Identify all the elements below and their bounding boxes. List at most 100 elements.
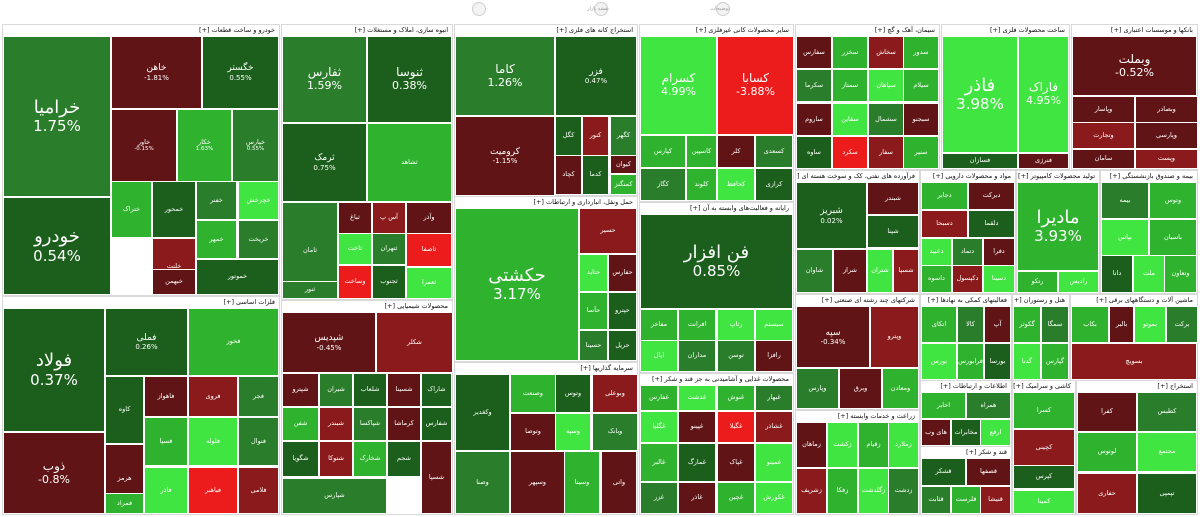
stock-tile[interactable]: کلر	[717, 135, 755, 168]
sector-title[interactable]: سیمان، آهک و گچ [+]	[796, 25, 939, 36]
stock-tile[interactable]: سفارس	[796, 36, 832, 69]
stock-tile[interactable]: مجتمع	[1137, 432, 1197, 472]
sector-title[interactable]: حمل ونقل، انبارداری و ارتباطات [+]	[455, 197, 637, 208]
stock-tile[interactable]: سشمال	[868, 103, 904, 136]
sector-title[interactable]: فعالیتهای کمکی به نهادها [+]	[921, 295, 1011, 306]
stock-tile[interactable]: خپارس 0.55%	[232, 109, 279, 182]
stock-tile[interactable]: کدما	[582, 155, 609, 195]
stock-tile[interactable]: سفار	[868, 136, 904, 169]
stock-tile[interactable]: کیوان	[610, 155, 637, 174]
stock-tile[interactable]: رتاپ	[717, 309, 755, 341]
stock-tile[interactable]: فملی 0.26%	[105, 308, 188, 376]
sector-title[interactable]: قند و شکر [+]	[921, 447, 1011, 458]
stock-tile[interactable]: دعبید	[921, 238, 952, 266]
stock-tile[interactable]: دسبحا	[921, 210, 968, 238]
stock-tile[interactable]: قشکر	[921, 458, 966, 486]
stock-tile[interactable]: حتاید	[579, 254, 608, 292]
stock-tile[interactable]: وصنعت	[510, 374, 556, 413]
stock-tile[interactable]: کپرس	[1013, 465, 1075, 489]
stock-tile[interactable]: کلوند	[686, 168, 717, 201]
sector-title[interactable]: هتل و رستوران [+]	[1013, 295, 1069, 306]
stock-tile[interactable]: ساروم	[796, 103, 832, 136]
stock-tile[interactable]: برکت	[1166, 306, 1198, 343]
stock-tile[interactable]: خچرخش	[238, 181, 279, 220]
sector-title[interactable]: ماشین آلات و دستگاههای برقی [+]	[1071, 295, 1197, 306]
stock-tile[interactable]: دانا	[1101, 255, 1133, 293]
stock-tile[interactable]: شپاکسا	[353, 407, 387, 441]
stock-tile[interactable]: فرابورس	[957, 343, 984, 380]
stock-tile[interactable]: حپترو	[608, 292, 637, 330]
sector-title[interactable]: تولید محصولات کامپیوتر [+]	[1017, 171, 1099, 182]
stock-tile[interactable]: وسپه	[555, 413, 591, 451]
stock-tile[interactable]: دبرکت	[968, 182, 1015, 210]
stock-tile[interactable]: شخارک	[353, 441, 387, 477]
stock-tile[interactable]: شاوان	[796, 249, 833, 293]
stock-tile[interactable]: ثرمک 0.75%	[282, 123, 367, 202]
stock-tile[interactable]: دسینا	[983, 265, 1015, 293]
stock-tile[interactable]: وبرق	[839, 368, 882, 409]
stock-tile[interactable]: ثاخت	[338, 233, 372, 265]
sector-title[interactable]: بانکها و موسسات اعتباری [+]	[1072, 25, 1197, 36]
sector-title[interactable]: خودرو و ساخت قطعات [+]	[3, 25, 279, 36]
stock-tile[interactable]: قصفها	[966, 458, 1011, 486]
stock-tile[interactable]: وصنا	[455, 451, 510, 514]
stock-tile[interactable]: غمارگ	[678, 443, 716, 482]
stock-tile[interactable]: شیران	[319, 373, 353, 407]
stock-tile[interactable]: دجابر	[921, 182, 968, 210]
stock-tile[interactable]: رافزا	[755, 340, 793, 372]
stock-tile[interactable]: کاوه	[105, 376, 144, 444]
stock-tile[interactable]: واتی	[601, 451, 637, 514]
stock-tile[interactable]: غکورش	[755, 482, 793, 514]
stock-tile[interactable]: خمحور	[152, 181, 196, 238]
stock-tile[interactable]: کگل	[555, 116, 582, 156]
stock-tile[interactable]: همراه	[966, 392, 1011, 419]
stock-tile[interactable]: فباهنر	[188, 467, 238, 514]
stock-tile[interactable]: ثنور	[282, 281, 338, 299]
stock-tile[interactable]: ثنوسا 0.38%	[367, 36, 452, 123]
stock-tile[interactable]: کحافظ	[717, 168, 755, 201]
stock-tile[interactable]: بیمه	[1101, 182, 1149, 219]
stock-tile[interactable]: ثتهران	[372, 233, 406, 265]
stock-tile[interactable]: غگلپا	[640, 411, 678, 443]
stock-tile[interactable]: وبوعلی	[592, 374, 638, 413]
stock-tile[interactable]: گکوثر	[1013, 306, 1041, 343]
stock-tile[interactable]: اخابر	[921, 392, 966, 419]
stock-tile[interactable]: کپارس	[640, 135, 686, 168]
stock-tile[interactable]: غمینو	[755, 443, 793, 482]
stock-tile[interactable]: شلعاب	[353, 373, 387, 407]
stock-tile[interactable]: فنوال	[238, 417, 279, 466]
stock-tile[interactable]: زقیام	[858, 422, 889, 468]
stock-tile[interactable]: ارفع	[980, 419, 1011, 446]
stock-tile[interactable]: سیلام	[903, 69, 939, 102]
stock-tile[interactable]: خگستر 0.55%	[202, 36, 279, 109]
stock-tile[interactable]: خفنر	[196, 181, 237, 220]
stock-tile[interactable]: ثجنوب	[372, 265, 406, 299]
stock-tile[interactable]: سکرد	[832, 136, 868, 169]
stock-tile[interactable]: فلوله	[188, 417, 238, 466]
stock-tile[interactable]: بموتو	[1134, 306, 1166, 343]
stock-tile[interactable]: شپارس	[282, 478, 387, 514]
stock-tile[interactable]: شپنا	[867, 215, 919, 248]
stock-tile[interactable]: وساخت	[338, 265, 372, 299]
stock-tile[interactable]: حسیر	[579, 208, 637, 254]
stock-tile[interactable]: فروی	[188, 376, 238, 417]
stock-tile[interactable]: شتوکا	[319, 441, 353, 477]
stock-tile[interactable]: کمینا	[1013, 490, 1075, 514]
stock-tile[interactable]: غاذر	[678, 482, 716, 514]
stock-tile[interactable]: فزر 0.47%	[555, 36, 637, 116]
stock-tile[interactable]: کگهر	[610, 116, 637, 156]
stock-tile[interactable]: اپال	[640, 340, 678, 372]
stock-tile[interactable]: فولاد 0.37%	[3, 308, 105, 432]
stock-tile[interactable]: کالا	[957, 306, 984, 343]
stock-tile[interactable]: داسوه	[921, 265, 952, 293]
stock-tile[interactable]: سکرما	[796, 69, 832, 102]
stock-tile[interactable]: رادیس	[1058, 271, 1099, 293]
stock-tile[interactable]: مفاخر	[640, 309, 678, 341]
stock-tile[interactable]: زشریف	[796, 468, 827, 514]
stock-tile[interactable]: کچینی	[1013, 429, 1075, 466]
sector-title[interactable]: استخراج [+]	[1077, 381, 1197, 392]
stock-tile[interactable]: ثشاهد	[367, 123, 452, 202]
stock-tile[interactable]: بکاب	[1071, 306, 1109, 343]
stock-tile[interactable]: غپاک	[717, 443, 755, 482]
stock-tile[interactable]: گپارس	[1041, 343, 1069, 380]
